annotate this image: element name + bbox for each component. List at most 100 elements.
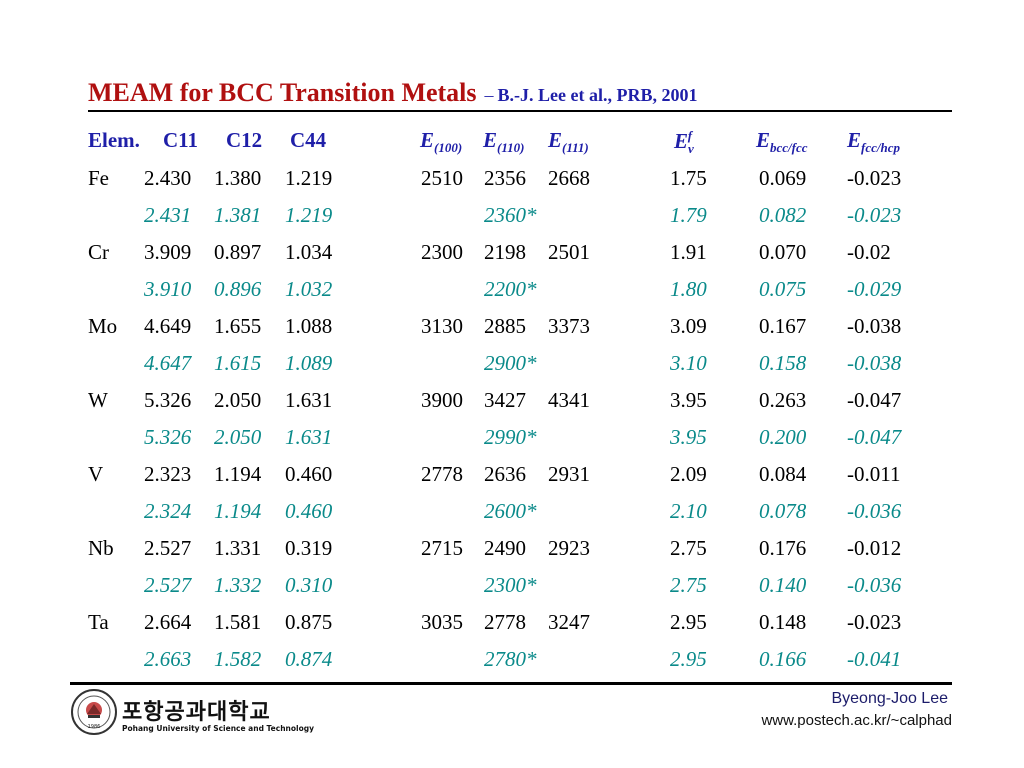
- exp-value-ebcc: 0.167: [759, 314, 807, 338]
- calc-value-ev: 3.10: [670, 351, 707, 375]
- exp-value-ev: 2.09: [670, 462, 707, 486]
- exp-value-ev: 2.75: [670, 536, 707, 560]
- exp-value-efcc: -0.012: [847, 536, 902, 560]
- university-logo: 1986 포항공과대학교 Pohang University of Scienc…: [70, 688, 330, 744]
- exp-value-ev: 1.91: [670, 240, 707, 264]
- title-citation: B.-J. Lee et al., PRB, 2001: [497, 85, 698, 105]
- exp-value-e110: 3427: [484, 388, 526, 412]
- calc-value-c12: 2.050: [214, 425, 262, 449]
- calc-value-c44: 1.219: [285, 203, 333, 227]
- exp-value-ebcc: 0.084: [759, 462, 807, 486]
- university-emblem-icon: 1986: [71, 689, 117, 735]
- exp-value-e100: 3130: [421, 314, 463, 338]
- exp-value-c11: 2.430: [144, 166, 192, 190]
- exp-value-c12: 1.380: [214, 166, 262, 190]
- calc-value-c12: 1.332: [214, 573, 262, 597]
- exp-value-c11: 5.326: [144, 388, 192, 412]
- calc-value-c44: 1.032: [285, 277, 333, 301]
- exp-value-c11: 2.664: [144, 610, 192, 634]
- calc-value-c11: 2.324: [144, 499, 192, 523]
- calc-value-c11: 2.431: [144, 203, 192, 227]
- exp-value-efcc: -0.011: [847, 462, 901, 486]
- calc-value-ebcc: 0.140: [759, 573, 807, 597]
- exp-value-e110: 2636: [484, 462, 526, 486]
- exp-value-c44: 0.319: [285, 536, 333, 560]
- calc-value-e110: 2360*: [484, 203, 537, 227]
- calc-value-c11: 5.326: [144, 425, 192, 449]
- calc-value-c44: 0.460: [285, 499, 333, 523]
- calc-value-ev: 2.10: [670, 499, 707, 523]
- exp-value-e100: 2778: [421, 462, 463, 486]
- element-symbol: Fe: [88, 166, 109, 190]
- title-dash: –: [484, 85, 494, 105]
- calc-value-ev: 2.95: [670, 647, 707, 671]
- exp-value-efcc: -0.023: [847, 166, 902, 190]
- exp-value-c44: 1.219: [285, 166, 333, 190]
- exp-value-e110: 2490: [484, 536, 526, 560]
- exp-value-e100: 2715: [421, 536, 463, 560]
- university-english-name: Pohang University of Science and Technol…: [122, 724, 315, 733]
- calc-value-ev: 3.95: [670, 425, 707, 449]
- exp-value-e111: 2923: [548, 536, 590, 560]
- calc-value-efcc: -0.036: [847, 573, 902, 597]
- exp-value-c44: 1.631: [285, 388, 333, 412]
- exp-value-e100: 2510: [421, 166, 463, 190]
- header-e111: E(111): [548, 128, 589, 156]
- exp-value-e110: 2778: [484, 610, 526, 634]
- footer-rule: [70, 682, 952, 685]
- exp-value-ev: 3.95: [670, 388, 707, 412]
- calc-value-c11: 4.647: [144, 351, 192, 375]
- calc-value-ev: 2.75: [670, 573, 707, 597]
- calc-value-c12: 1.194: [214, 499, 262, 523]
- header-c12: C12: [226, 128, 263, 152]
- calc-value-e110: 2600*: [484, 499, 537, 523]
- exp-value-c12: 1.194: [214, 462, 262, 486]
- exp-value-ev: 1.75: [670, 166, 707, 190]
- exp-value-e100: 3035: [421, 610, 463, 634]
- calc-value-c11: 2.527: [144, 573, 192, 597]
- calc-value-efcc: -0.041: [847, 647, 902, 671]
- header-ev: Evf: [674, 128, 694, 157]
- element-symbol: Cr: [88, 240, 109, 264]
- exp-value-e100: 3900: [421, 388, 463, 412]
- exp-value-e110: 2198: [484, 240, 526, 264]
- exp-value-c11: 2.527: [144, 536, 192, 560]
- element-symbol: Ta: [88, 610, 109, 634]
- header-elem: Elem.: [88, 128, 140, 152]
- calc-value-ebcc: 0.166: [759, 647, 807, 671]
- exp-value-e111: 2668: [548, 166, 590, 190]
- calc-value-efcc: -0.023: [847, 203, 902, 227]
- slide-title: MEAM for BCC Transition Metals – B.-J. Lee…: [88, 78, 698, 108]
- calc-value-e110: 2780*: [484, 647, 537, 671]
- exp-value-e100: 2300: [421, 240, 463, 264]
- title-main: MEAM for BCC Transition Metals: [88, 78, 477, 107]
- calc-value-efcc: -0.029: [847, 277, 902, 301]
- university-korean-name: 포항공과대학교: [122, 700, 271, 725]
- calc-value-ev: 1.79: [670, 203, 707, 227]
- calc-value-c12: 1.615: [214, 351, 262, 375]
- exp-value-ebcc: 0.070: [759, 240, 807, 264]
- calc-value-ebcc: 0.200: [759, 425, 807, 449]
- exp-value-e111: 4341: [548, 388, 590, 412]
- exp-value-e111: 3373: [548, 314, 590, 338]
- exp-value-ebcc: 0.176: [759, 536, 807, 560]
- footer-url[interactable]: www.postech.ac.kr/~calphad: [761, 712, 952, 729]
- calc-value-c11: 2.663: [144, 647, 192, 671]
- exp-value-ev: 2.95: [670, 610, 707, 634]
- exp-value-c44: 0.460: [285, 462, 333, 486]
- calc-value-efcc: -0.038: [847, 351, 902, 375]
- calc-value-c12: 0.896: [214, 277, 262, 301]
- exp-value-ev: 3.09: [670, 314, 707, 338]
- header-efcc: Efcc/hcp: [847, 128, 900, 156]
- exp-value-ebcc: 0.263: [759, 388, 807, 412]
- exp-value-efcc: -0.023: [847, 610, 902, 634]
- header-e110: E(110): [483, 128, 525, 156]
- exp-value-efcc: -0.02: [847, 240, 891, 264]
- exp-value-c44: 0.875: [285, 610, 333, 634]
- exp-value-c11: 4.649: [144, 314, 192, 338]
- exp-value-e110: 2356: [484, 166, 526, 190]
- calc-value-efcc: -0.047: [847, 425, 902, 449]
- header-c11: C11: [163, 128, 199, 152]
- author-name: Byeong-Joo Lee: [831, 690, 948, 707]
- exp-value-efcc: -0.038: [847, 314, 902, 338]
